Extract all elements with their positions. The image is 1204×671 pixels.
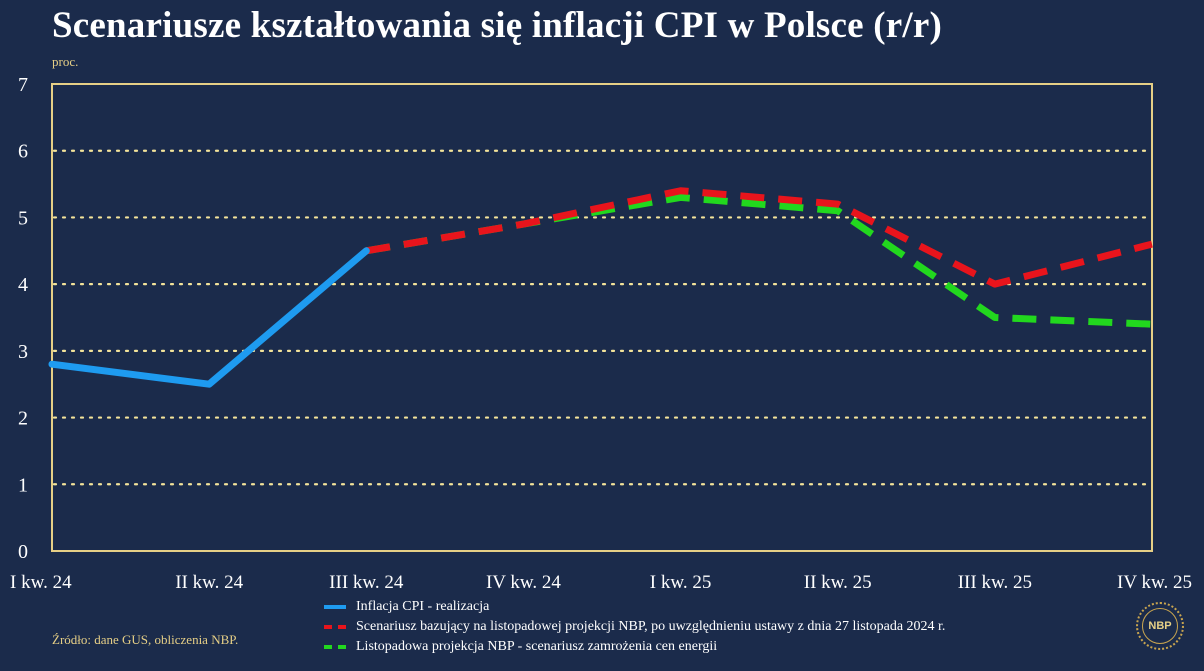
y-tick-label: 5 [18, 207, 28, 229]
legend-label: Inflacja CPI - realizacja [356, 599, 490, 614]
legend: Inflacja CPI - realizacja Scenariusz baz… [324, 597, 945, 657]
y-axis-unit: proc. [52, 54, 79, 69]
y-tick-label: 6 [18, 141, 28, 163]
y-tick-label: 0 [18, 541, 28, 563]
series-line [365, 187, 1153, 288]
legend-swatch-green [324, 645, 346, 649]
legend-item-scenariusz-bazowy: Scenariusz bazujący na listopadowej proj… [324, 617, 945, 637]
legend-label: Listopadowa projekcja NBP - scenariusz z… [356, 639, 718, 654]
legend-label: Scenariusz bazujący na listopadowej proj… [356, 619, 946, 634]
nbp-logo: NBP [1136, 602, 1184, 650]
y-tick-label: 2 [18, 408, 28, 430]
x-tick-label: II kw. 25 [804, 572, 872, 593]
legend-swatch-red [324, 625, 346, 629]
y-tick-label: 3 [18, 341, 28, 363]
x-tick-label: I kw. 24 [10, 572, 72, 593]
series-line [365, 193, 1153, 328]
x-tick-label: IV kw. 24 [486, 572, 561, 593]
legend-item-realizacja: Inflacja CPI - realizacja [324, 597, 945, 617]
x-tick-label: II kw. 24 [175, 572, 243, 593]
source-note: Źródło: dane GUS, obliczenia NBP. [52, 632, 239, 647]
legend-swatch-blue [324, 605, 346, 609]
legend-item-zamrozenie-cen: Listopadowa projekcja NBP - scenariusz z… [324, 637, 945, 657]
x-tick-label: I kw. 25 [650, 572, 712, 593]
x-tick-label: III kw. 25 [958, 572, 1032, 593]
plot-area-frame [51, 83, 1153, 552]
series-line [48, 247, 370, 388]
chart-title: Scenariusze kształtowania się inflacji C… [52, 5, 942, 46]
line-chart: 0 1 2 3 4 5 6 7 I kw. 24 II kw. 24 III kw. 24 IV k… [10, 74, 1192, 593]
y-tick-label: 7 [18, 74, 28, 96]
nbp-logo-text: NBP [1142, 608, 1178, 644]
y-tick-label: 1 [18, 474, 28, 496]
x-tick-label: III kw. 24 [329, 572, 404, 593]
x-tick-label: IV kw. 25 [1117, 572, 1192, 593]
y-tick-label: 4 [18, 274, 28, 296]
